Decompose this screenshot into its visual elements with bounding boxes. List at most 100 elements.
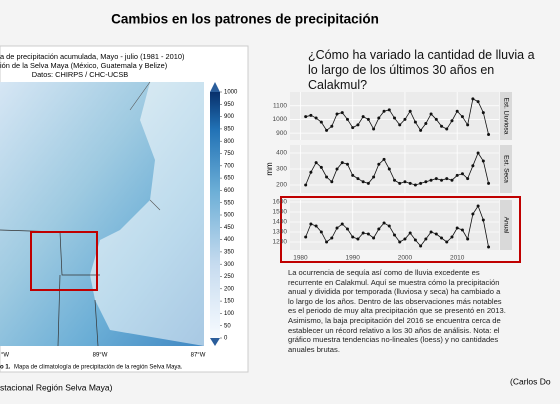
colorbar-label: 800 — [224, 139, 235, 145]
point — [382, 221, 386, 225]
colorbar-label: 100 — [224, 311, 235, 317]
point — [487, 181, 491, 185]
point — [319, 120, 323, 124]
point — [424, 122, 428, 126]
colorbar-label: 1000 — [224, 90, 238, 96]
y-tick-label: 300 — [276, 166, 287, 173]
colorbar-label: 850 — [224, 126, 235, 132]
point — [372, 175, 376, 179]
point — [393, 116, 396, 120]
point — [345, 162, 349, 166]
point — [382, 157, 386, 161]
point — [460, 115, 464, 119]
point — [460, 172, 464, 176]
point — [345, 117, 349, 121]
y-tick-label: 1000 — [273, 116, 288, 123]
point — [434, 177, 438, 181]
point — [372, 127, 376, 131]
sea — [0, 82, 204, 346]
point — [377, 116, 381, 120]
point — [440, 236, 444, 240]
point — [345, 227, 349, 231]
point — [335, 226, 339, 230]
point — [413, 183, 417, 187]
point — [403, 180, 407, 184]
point — [314, 116, 318, 120]
x-tick-label: 2000 — [398, 255, 413, 262]
point — [335, 167, 339, 171]
x-tick-label: 1980 — [293, 255, 308, 262]
strip-label: Est. Lluviosa — [502, 98, 509, 135]
point — [330, 124, 334, 128]
panel-background — [290, 200, 499, 250]
point — [466, 123, 470, 127]
colorbar-label: 500 — [224, 213, 235, 219]
point — [361, 115, 365, 119]
colorbar-label: 150 — [224, 299, 235, 305]
point — [403, 117, 407, 121]
point — [440, 124, 444, 128]
colorbar-label: 550 — [224, 200, 235, 206]
point — [471, 97, 475, 101]
point — [455, 109, 459, 113]
point — [445, 177, 449, 181]
point — [476, 204, 480, 208]
strip — [500, 145, 512, 193]
point — [393, 178, 396, 182]
point — [335, 112, 339, 116]
y-tick-label: 200 — [276, 182, 287, 189]
y-tick-label: 900 — [276, 130, 287, 137]
point — [466, 177, 470, 181]
point — [476, 100, 480, 104]
point — [476, 151, 480, 155]
point — [304, 183, 308, 187]
point — [309, 170, 313, 174]
colorbar-label: 750 — [224, 151, 235, 157]
point — [314, 224, 318, 228]
point — [450, 235, 454, 239]
credit: (Carlos Do — [510, 376, 551, 386]
point — [340, 111, 344, 115]
point — [419, 244, 423, 248]
point — [413, 120, 417, 124]
point — [351, 126, 355, 130]
point — [387, 167, 391, 171]
point — [330, 236, 334, 240]
point — [455, 226, 459, 230]
point — [366, 232, 370, 236]
colorbar-label: 200 — [224, 286, 235, 292]
map-title: ión de la Selva Maya (México, Guatemala … — [0, 61, 167, 70]
point — [351, 173, 355, 177]
point — [372, 236, 376, 240]
colorbar — [210, 92, 220, 338]
point — [304, 115, 308, 119]
point — [481, 218, 485, 222]
point — [460, 228, 464, 232]
map-title: a de precipitación acumulada, Mayo - jul… — [0, 52, 184, 61]
point — [377, 227, 381, 231]
colorbar-label: 900 — [224, 114, 235, 120]
colorbar-label: 300 — [224, 262, 235, 268]
point — [408, 231, 412, 235]
strip-label: Est. Seca — [502, 155, 509, 183]
point — [445, 127, 449, 131]
point — [403, 237, 407, 241]
panel-background — [290, 92, 499, 140]
y-tick-label: 400 — [276, 150, 287, 157]
point — [398, 123, 402, 127]
y-axis-label: mm — [265, 162, 274, 176]
point — [487, 245, 491, 249]
point — [434, 232, 438, 236]
point — [361, 180, 365, 184]
point — [429, 230, 433, 234]
point — [377, 162, 381, 166]
point — [356, 177, 360, 181]
caption: Mapa de climatología de precipitación de… — [14, 365, 183, 371]
coastline — [129, 81, 161, 211]
point — [387, 108, 391, 112]
point — [445, 240, 449, 244]
x-tick-label: 2010 — [450, 255, 465, 262]
caption-number: o 1. — [0, 365, 11, 371]
y-tick-label: 1600 — [273, 199, 288, 206]
